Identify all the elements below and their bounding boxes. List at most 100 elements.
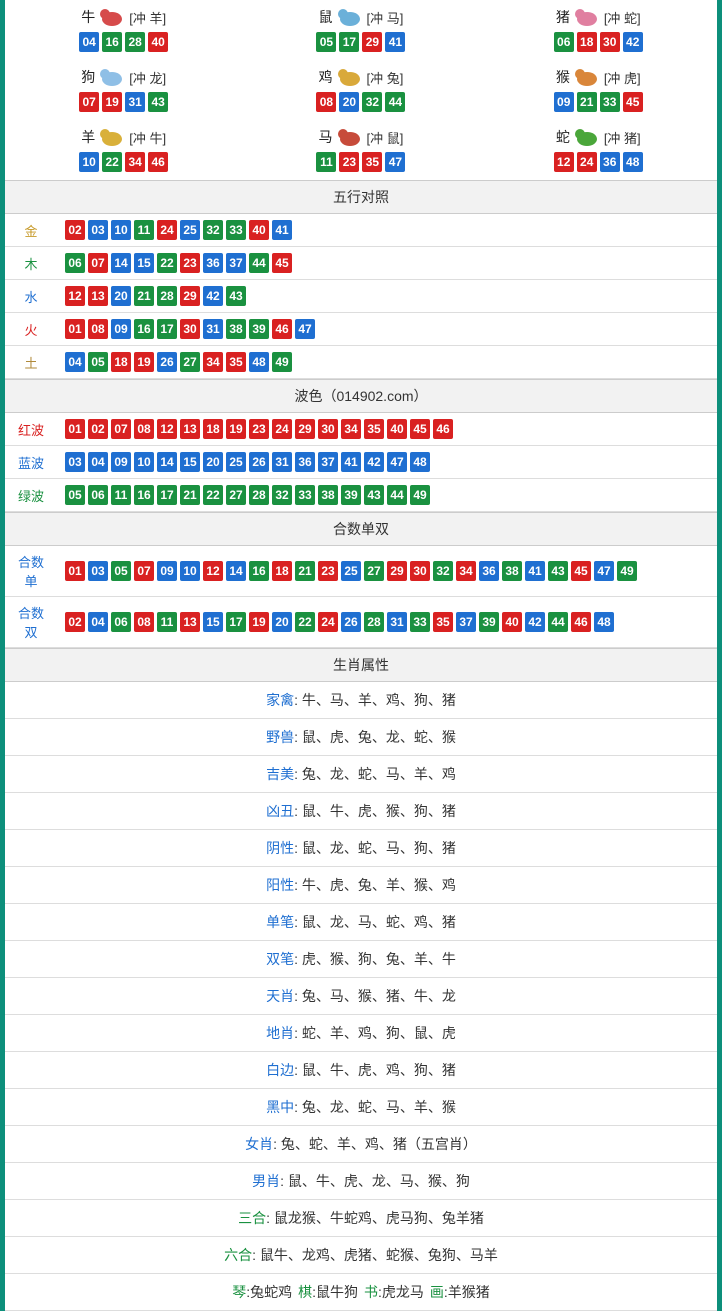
number-chip: 31 bbox=[272, 452, 292, 472]
number-chip: 48 bbox=[410, 452, 430, 472]
number-cell: 0108091617303138394647 bbox=[57, 313, 717, 346]
number-chip: 19 bbox=[249, 612, 269, 632]
number-chip: 15 bbox=[180, 452, 200, 472]
number-chip: 09 bbox=[157, 561, 177, 581]
number-chip: 13 bbox=[180, 612, 200, 632]
number-chip: 49 bbox=[617, 561, 637, 581]
wuxing-label-fire: 火 bbox=[5, 313, 57, 346]
zodiac-name: 猴 bbox=[556, 67, 570, 87]
attr-value: 兔、龙、蛇、马、羊、猴 bbox=[302, 1099, 456, 1115]
number-chip: 14 bbox=[157, 452, 177, 472]
number-chip: 02 bbox=[88, 419, 108, 439]
number-chip: 04 bbox=[65, 352, 85, 372]
number-cell: 06071415222336374445 bbox=[57, 247, 717, 280]
zodiac-cell: 猴[冲 虎]09213345 bbox=[480, 60, 717, 120]
number-chip: 17 bbox=[157, 319, 177, 339]
number-chip: 04 bbox=[88, 452, 108, 472]
number-chip: 23 bbox=[180, 253, 200, 273]
number-chip: 10 bbox=[79, 152, 99, 172]
zodiac-name: 鸡 bbox=[319, 67, 333, 87]
number-chip: 29 bbox=[180, 286, 200, 306]
zodiac-cell: 狗[冲 龙]07193143 bbox=[5, 60, 242, 120]
number-chip: 03 bbox=[65, 452, 85, 472]
number-chip: 30 bbox=[318, 419, 338, 439]
number-chip: 24 bbox=[157, 220, 177, 240]
attr-row: 阳性: 牛、虎、兔、羊、猴、鸡 bbox=[5, 867, 717, 904]
number-chip: 43 bbox=[226, 286, 246, 306]
zodiac-clash: [冲 羊] bbox=[129, 8, 166, 27]
number-chip: 05 bbox=[88, 352, 108, 372]
number-chip: 01 bbox=[65, 561, 85, 581]
zodiac-clash: [冲 鼠] bbox=[367, 128, 404, 147]
number-chip: 12 bbox=[157, 419, 177, 439]
number-chip: 38 bbox=[502, 561, 522, 581]
number-chip: 02 bbox=[65, 220, 85, 240]
attr-label: 天肖 bbox=[266, 988, 294, 1004]
multi-pair: 画:羊猴猪 bbox=[430, 1282, 490, 1302]
number-chip: 16 bbox=[134, 319, 154, 339]
number-chip: 04 bbox=[88, 612, 108, 632]
number-chip: 34 bbox=[125, 152, 145, 172]
number-chip: 44 bbox=[387, 485, 407, 505]
attr-label: 家禽 bbox=[266, 692, 294, 708]
attr-row: 吉美: 兔、龙、蛇、马、羊、鸡 bbox=[5, 756, 717, 793]
wuxing-header: 五行对照 bbox=[5, 180, 717, 214]
number-chip: 08 bbox=[134, 612, 154, 632]
number-chip: 20 bbox=[203, 452, 223, 472]
number-chip: 20 bbox=[272, 612, 292, 632]
number-chip: 09 bbox=[111, 452, 131, 472]
number-chip: 11 bbox=[111, 485, 131, 505]
number-cell: 02031011242532334041 bbox=[57, 214, 717, 247]
attr-label: 野兽 bbox=[266, 729, 294, 745]
attr-row: 黑中: 兔、龙、蛇、马、羊、猴 bbox=[5, 1089, 717, 1126]
number-chip: 30 bbox=[410, 561, 430, 581]
zodiac-number-row: 09213345 bbox=[480, 92, 717, 112]
number-chip: 06 bbox=[554, 32, 574, 52]
zodiac-name: 狗 bbox=[81, 67, 95, 87]
number-cell: 0204060811131517192022242628313335373940… bbox=[57, 597, 717, 648]
number-chip: 41 bbox=[272, 220, 292, 240]
number-chip: 39 bbox=[341, 485, 361, 505]
attr-label: 凶丑 bbox=[266, 803, 294, 819]
number-chip: 40 bbox=[502, 612, 522, 632]
number-chip: 17 bbox=[157, 485, 177, 505]
table-row: 红波0102070812131819232429303435404546 bbox=[5, 413, 717, 446]
attr-row: 六合: 鼠牛、龙鸡、虎猪、蛇猴、兔狗、马羊 bbox=[5, 1237, 717, 1274]
attr-label: 双笔 bbox=[266, 951, 294, 967]
number-chip: 25 bbox=[341, 561, 361, 581]
wuxing-label-earth: 土 bbox=[5, 346, 57, 379]
number-chip: 16 bbox=[102, 32, 122, 52]
zodiac-icon bbox=[97, 6, 127, 28]
number-chip: 33 bbox=[226, 220, 246, 240]
attr-row: 男肖: 鼠、牛、虎、龙、马、猴、狗 bbox=[5, 1163, 717, 1200]
number-chip: 36 bbox=[600, 152, 620, 172]
number-chip: 48 bbox=[594, 612, 614, 632]
number-chip: 28 bbox=[157, 286, 177, 306]
number-chip: 27 bbox=[226, 485, 246, 505]
zodiac-icon bbox=[335, 66, 365, 88]
attr-value: 鼠、龙、蛇、马、狗、猪 bbox=[302, 840, 456, 856]
number-chip: 15 bbox=[134, 253, 154, 273]
number-chip: 47 bbox=[385, 152, 405, 172]
zodiac-clash: [冲 牛] bbox=[129, 128, 166, 147]
wuxing-table: 金02031011242532334041木060714152223363744… bbox=[5, 214, 717, 379]
number-chip: 17 bbox=[339, 32, 359, 52]
number-chip: 37 bbox=[318, 452, 338, 472]
attr-label: 地肖 bbox=[266, 1025, 294, 1041]
number-chip: 42 bbox=[364, 452, 384, 472]
number-chip: 44 bbox=[249, 253, 269, 273]
number-chip: 36 bbox=[479, 561, 499, 581]
number-chip: 16 bbox=[134, 485, 154, 505]
number-chip: 46 bbox=[433, 419, 453, 439]
number-chip: 28 bbox=[125, 32, 145, 52]
number-chip: 49 bbox=[410, 485, 430, 505]
multi-label: 书 bbox=[364, 1284, 378, 1300]
number-chip: 41 bbox=[385, 32, 405, 52]
wuxing-label-wood: 木 bbox=[5, 247, 57, 280]
number-chip: 07 bbox=[134, 561, 154, 581]
bose-label-red: 红波 bbox=[5, 413, 57, 446]
number-chip: 37 bbox=[226, 253, 246, 273]
zodiac-grid: 牛[冲 羊]04162840鼠[冲 马]05172941猪[冲 蛇]061830… bbox=[5, 0, 717, 180]
zodiac-icon bbox=[335, 6, 365, 28]
number-cell: 0103050709101214161821232527293032343638… bbox=[57, 546, 717, 597]
